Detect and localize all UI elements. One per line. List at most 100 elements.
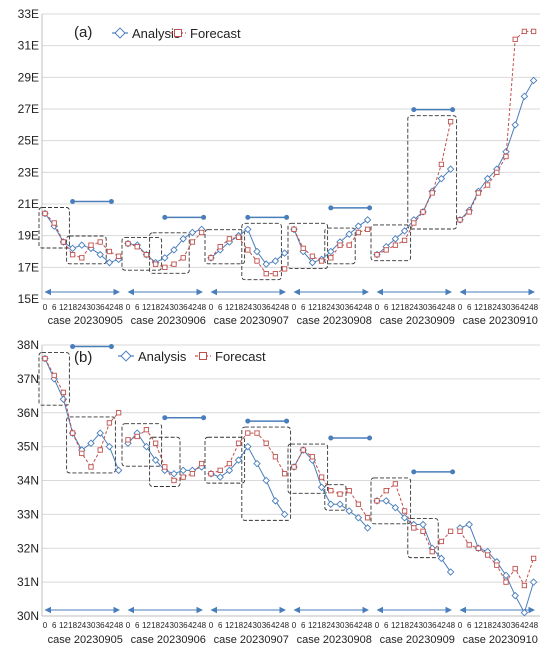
analysis-point	[483, 174, 492, 183]
forecast-point	[69, 430, 76, 436]
forecast-point	[88, 242, 94, 248]
y-tick-label: 34N	[17, 474, 39, 488]
forecast-point	[60, 389, 67, 396]
forecast-point	[254, 258, 260, 264]
analysis-point	[391, 235, 400, 243]
analysis-point	[437, 554, 446, 563]
forecast-point	[162, 464, 168, 470]
analysis-point	[179, 466, 187, 475]
comparison-bar-end	[70, 199, 76, 204]
x-tick-label: 48	[114, 303, 123, 312]
case-label: case 20230906	[131, 315, 206, 327]
x-tick-label: 36	[428, 621, 437, 630]
forecast-point	[281, 266, 288, 272]
x-tick-label: 0	[375, 621, 380, 630]
forecast-point	[162, 264, 168, 270]
forecast-point	[411, 525, 417, 531]
analysis-line	[459, 523, 535, 614]
legend-forecast-marker	[199, 352, 207, 360]
x-tick-label: 0	[458, 303, 463, 312]
analysis-point	[363, 524, 372, 532]
y-tick-label: 38N	[17, 338, 39, 352]
forecast-point	[125, 437, 131, 443]
x-tick-label: 42	[105, 303, 114, 312]
highlight-box	[287, 443, 329, 494]
x-tick-label: 24	[492, 303, 501, 312]
comparison-bar-end	[162, 214, 168, 220]
x-tick-label: 0	[458, 621, 463, 630]
panel-label: (a)	[74, 24, 92, 41]
analysis-point	[271, 497, 280, 505]
forecast-point	[152, 261, 159, 267]
forecast-point	[198, 229, 205, 236]
highlight-box	[66, 235, 107, 265]
x-tick-label: 6	[467, 303, 472, 312]
analysis-point	[114, 466, 123, 475]
analysis-point	[511, 121, 519, 129]
y-tick-label: 17E	[18, 260, 39, 274]
analysis-point	[87, 439, 95, 447]
analysis-point	[382, 497, 390, 505]
forecast-point	[42, 355, 48, 362]
forecast-point	[318, 258, 325, 264]
analysis-point	[142, 442, 151, 451]
x-tick-label: 24	[409, 303, 418, 312]
y-tick-label: 25E	[18, 134, 39, 148]
legend-forecast-label: Forecast	[215, 349, 266, 364]
analysis-point	[400, 514, 409, 522]
analysis-point	[262, 476, 270, 485]
highlight-box	[204, 436, 246, 484]
case-label: case 20230907	[214, 634, 289, 646]
analysis-point	[354, 514, 363, 522]
x-tick-label: 18	[400, 621, 409, 630]
forecast-point	[512, 565, 518, 572]
x-tick-label: 0	[292, 303, 297, 312]
comparison-bar-end	[411, 469, 417, 475]
x-tick-label: 12	[474, 621, 483, 630]
y-tick-label: 35N	[17, 440, 39, 454]
x-tick-label: 6	[135, 621, 140, 630]
forecast-point	[383, 488, 389, 494]
x-tick-label: 48	[529, 303, 538, 312]
comparison-bar-end	[70, 344, 76, 350]
forecast-point	[475, 190, 482, 196]
x-tick-label: 36	[345, 621, 354, 630]
analysis-point	[262, 260, 270, 268]
forecast-point	[189, 471, 196, 477]
forecast-point	[51, 372, 57, 379]
x-tick-label: 36	[262, 303, 271, 312]
x-tick-label: 36	[96, 303, 105, 312]
forecast-point	[300, 245, 306, 251]
forecast-point	[328, 488, 334, 494]
forecast-point	[263, 440, 269, 446]
x-tick-label: 42	[354, 303, 363, 312]
x-tick-label: 48	[529, 621, 538, 630]
forecast-point	[521, 582, 528, 589]
analysis-point	[68, 244, 77, 253]
forecast-point	[143, 427, 150, 433]
x-tick-label: 18	[68, 621, 77, 630]
forecast-point	[355, 229, 362, 236]
case-label: case 20230910	[463, 634, 538, 646]
forecast-point	[171, 261, 177, 267]
case-label: case 20230907	[214, 315, 289, 327]
x-tick-label: 30	[502, 303, 511, 312]
x-tick-label: 48	[280, 621, 289, 630]
comparison-bar-end	[162, 415, 168, 421]
analysis-point	[244, 442, 252, 451]
analysis-point	[502, 571, 510, 580]
x-tick-label: 12	[225, 303, 234, 312]
x-tick-label: 24	[160, 303, 169, 312]
highlight-box	[287, 222, 329, 270]
y-tick-label: 31N	[17, 575, 39, 589]
x-tick-label: 12	[225, 621, 234, 630]
legend-analysis-marker	[120, 350, 132, 362]
y-tick-label: 31E	[18, 39, 39, 53]
forecast-point	[309, 253, 316, 259]
forecast-line	[210, 236, 285, 275]
y-tick-label: 23E	[18, 165, 39, 179]
forecast-point	[420, 528, 426, 534]
forecast-point	[60, 239, 67, 245]
forecast-line	[44, 213, 119, 259]
x-tick-label: 42	[520, 303, 529, 312]
